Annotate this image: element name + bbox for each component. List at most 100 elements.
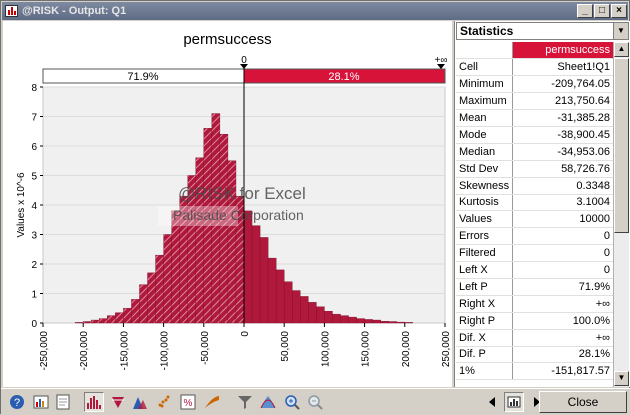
stats-value: 0 <box>512 227 613 246</box>
histogram-bar <box>372 319 381 324</box>
histogram-bar <box>107 315 116 324</box>
histogram-bar <box>74 322 84 324</box>
stats-label: Values <box>456 210 514 229</box>
y-tick-label: 7 <box>31 113 37 124</box>
histogram-bar <box>82 321 92 324</box>
stats-label: Filtered <box>456 244 514 263</box>
statistics-pane: Statistics ▼ permsuccess Cell Sheet1!Q1 Mi… <box>454 21 630 387</box>
statistics-dropdown[interactable]: Statistics ▼ <box>456 22 629 40</box>
statistics-dropdown-label: Statistics <box>460 24 514 38</box>
x-tick-label: -150,000 <box>119 331 130 371</box>
minimize-button[interactable]: _ <box>577 4 593 18</box>
help-icon: ? <box>10 395 24 409</box>
left-percentage: 71.9% <box>127 71 158 83</box>
zoom-out-icon <box>308 395 323 410</box>
stats-scrollbar[interactable]: ▲ ▼ <box>613 42 629 387</box>
histogram-bar <box>356 318 365 324</box>
histogram-bar <box>195 157 204 324</box>
stats-row: Filtered 0 <box>456 244 613 263</box>
histogram-chart[interactable]: 0 1 2 3 4 5 6 7 8 -250,000 -200,000 -150,000 -100,0… <box>3 21 452 387</box>
histogram-bar <box>139 284 148 324</box>
histogram-bar <box>340 315 349 324</box>
scroll-down-button[interactable]: ▼ <box>614 371 629 386</box>
stats-label: Left P <box>456 278 514 296</box>
close-window-button[interactable]: × <box>611 4 627 18</box>
zoom-out-button[interactable] <box>305 392 325 412</box>
y-tick-label: 4 <box>31 201 37 212</box>
stats-label: Std Dev <box>456 160 514 178</box>
previous-output-button[interactable] <box>482 392 502 412</box>
filter-button[interactable] <box>235 392 255 412</box>
stats-row: Left P 71.9% <box>456 278 613 296</box>
histogram-bar <box>131 299 140 324</box>
right-delimiter-marker[interactable] <box>437 64 445 69</box>
histogram-bar <box>147 272 156 324</box>
histogram-view-button[interactable] <box>84 392 104 412</box>
stats-label: Dif. P <box>456 346 514 364</box>
stats-label: 1% <box>456 362 514 381</box>
stats-value: 100.0% <box>512 312 613 330</box>
left-delimiter-value: 0 <box>241 55 247 66</box>
stats-value: -34,953.06 <box>512 143 613 161</box>
stats-label: Kurtosis <box>456 194 514 212</box>
histogram-bar <box>404 322 414 324</box>
stats-label: Right P <box>456 312 514 330</box>
help-button[interactable]: ? <box>7 392 27 412</box>
histogram-bar <box>388 321 397 324</box>
cumulative-view-button[interactable] <box>108 392 128 412</box>
y-tick-label: 6 <box>31 142 37 153</box>
close-icon: × <box>616 5 622 16</box>
cumulative-icon <box>112 397 124 408</box>
stats-row: 1% -151,817.57 <box>456 362 613 381</box>
histogram-bar <box>284 281 293 324</box>
fit-distribution-button[interactable] <box>258 392 278 412</box>
stats-row: Maximum 213,750.64 <box>456 92 613 111</box>
y-tick-label: 5 <box>31 172 37 183</box>
scatter-button[interactable] <box>154 392 174 412</box>
next-output-button[interactable] <box>527 392 547 412</box>
histogram-bar <box>364 319 373 324</box>
histogram-bar <box>316 306 325 324</box>
fit-distribution-icon <box>260 396 276 409</box>
histogram-bar <box>115 312 124 324</box>
y-tick-label: 1 <box>31 290 37 301</box>
percent-button[interactable]: % <box>178 392 198 412</box>
watermark-title: @RISK for Excel <box>178 184 306 203</box>
report-button[interactable] <box>53 392 73 412</box>
stats-value: +∞ <box>512 329 613 347</box>
stats-value: 0.3348 <box>512 177 613 195</box>
filter-icon <box>238 396 252 409</box>
title-bar[interactable]: @RISK - Output: Q1 _ □ × <box>2 2 628 20</box>
histogram-bar <box>259 237 269 324</box>
x-tick-label: 100,000 <box>320 331 331 368</box>
chart-to-excel-button[interactable] <box>31 392 51 412</box>
tornado-button[interactable] <box>202 392 222 412</box>
stats-row: Minimum -209,764.05 <box>456 75 613 94</box>
stats-label: Mode <box>456 126 514 144</box>
x-tick-label: 200,000 <box>401 331 412 368</box>
histogram-bar <box>171 210 180 324</box>
stats-value: 28.1% <box>512 346 613 364</box>
stats-value: 58,726.76 <box>512 160 613 178</box>
stats-row: Cell Sheet1!Q1 <box>456 58 613 77</box>
close-button[interactable]: Close <box>539 391 627 413</box>
stats-value: -209,764.05 <box>512 75 613 94</box>
overlay-button[interactable] <box>130 392 150 412</box>
stats-value: +∞ <box>512 295 613 313</box>
stats-label: Skewness <box>456 177 514 195</box>
chevron-down-icon[interactable]: ▼ <box>613 23 628 39</box>
stats-label: Maximum <box>456 92 514 111</box>
scroll-up-button[interactable]: ▲ <box>614 42 629 57</box>
svg-text:%: % <box>184 398 193 409</box>
histogram-bar <box>123 308 132 324</box>
histogram-bar <box>155 254 164 324</box>
maximize-button[interactable]: □ <box>594 4 610 18</box>
stats-label: Mean <box>456 109 514 127</box>
zoom-in-button[interactable] <box>282 392 302 412</box>
output-list-button[interactable] <box>504 392 524 412</box>
y-tick-label: 8 <box>31 83 37 94</box>
stats-row: Errors 0 <box>456 227 613 246</box>
chart-pane: permsuccess 0 1 2 3 4 5 6 7 8 -250,000 -200,000 -1… <box>3 21 452 387</box>
scroll-thumb[interactable] <box>614 58 629 233</box>
y-tick-label: 0 <box>31 319 37 330</box>
